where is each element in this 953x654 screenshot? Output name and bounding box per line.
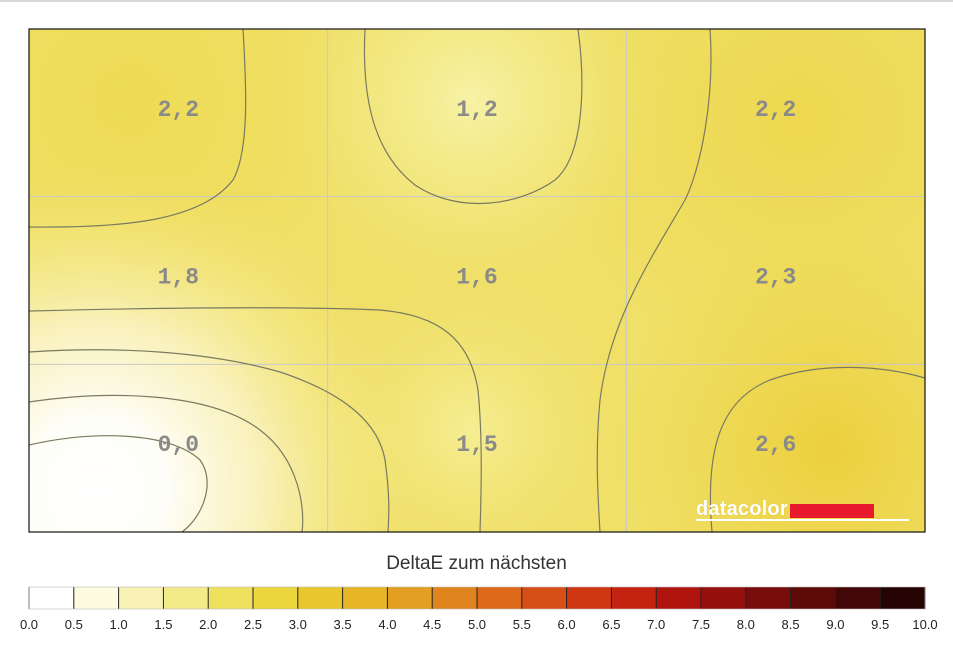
colorbar-swatch-16 xyxy=(745,587,792,609)
colorbar-tick-label-13: 6.5 xyxy=(602,617,621,632)
cell-value-r0-c2: 2,2 xyxy=(755,97,796,123)
logo-underline xyxy=(696,519,909,521)
cell-value-r1-c2: 2,3 xyxy=(755,265,796,291)
colorbar-tick-label-3: 1.5 xyxy=(154,617,173,632)
cell-value-r0-c0: 2,2 xyxy=(158,97,199,123)
contour-line-right xyxy=(596,29,712,532)
colorbar-tick-label-11: 5.5 xyxy=(512,617,531,632)
colorbar-tick-label-2: 1.0 xyxy=(109,617,128,632)
cell-value-r0-c1: 1,2 xyxy=(456,97,497,123)
colorbar-swatch-0 xyxy=(29,587,75,609)
top-divider xyxy=(0,0,953,2)
colorbar-swatch-2 xyxy=(118,587,164,609)
colorbar-swatch-14 xyxy=(656,587,702,609)
colorbar-swatch-15 xyxy=(701,587,747,609)
logo-text: datacolor xyxy=(696,497,788,520)
contour-line-bottom-left-outer xyxy=(29,349,390,532)
colorbar-tick-label-6: 3.0 xyxy=(288,617,307,632)
contour-line-bottom-right xyxy=(709,366,925,532)
cell-value-r2-c0: 0,0 xyxy=(158,432,199,458)
colorbar-tick-label-7: 3.5 xyxy=(333,617,352,632)
contour-line-bottom-left-mid xyxy=(29,394,304,532)
colorbar-swatch-8 xyxy=(387,587,433,609)
contour-line-top-left xyxy=(29,29,247,228)
cell-value-r2-c2: 2,6 xyxy=(755,432,796,458)
heatmap-shade-bottom-left xyxy=(29,29,925,532)
logo-red-bar xyxy=(789,504,874,518)
contour-line-center-lower xyxy=(29,307,482,532)
colorbar-swatch-3 xyxy=(163,587,209,609)
colorbar-tick-label-10: 5.0 xyxy=(467,617,487,632)
colorbar-swatch-9 xyxy=(432,587,478,609)
colorbar-tick-label-15: 7.5 xyxy=(691,617,711,632)
colorbar-tick-label-4: 2.0 xyxy=(199,617,218,632)
colorbar-tick-label-16: 8.0 xyxy=(736,617,755,632)
colorbar-tick-label-17: 8.5 xyxy=(781,617,800,632)
heatmap-cell-labels: 2,2 1,2 2,2 1,8 1,6 2,3 0,0 1,5 2,6 xyxy=(158,97,797,458)
datacolor-logo: datacolor xyxy=(696,497,874,521)
colorbar-swatch-13 xyxy=(611,587,657,609)
contour-line-top-center xyxy=(363,29,583,205)
colorbar-title: DeltaE zum nächsten xyxy=(386,553,567,574)
colorbar-swatch-10 xyxy=(477,587,523,609)
heatmap-frame xyxy=(28,28,926,533)
cell-value-r1-c1: 1,6 xyxy=(456,265,497,291)
heatmap-grid xyxy=(29,29,925,532)
colorbar-swatch-11 xyxy=(521,587,568,609)
colorbar-swatch-18 xyxy=(835,587,881,609)
colorbar-frame xyxy=(28,586,926,610)
colorbar-tick-label-8: 4.0 xyxy=(378,617,397,632)
colorbar-swatch-17 xyxy=(790,587,836,609)
cell-value-r1-c0: 1,8 xyxy=(158,265,199,291)
colorbar-swatch-5 xyxy=(253,587,299,609)
contour-lines xyxy=(29,29,925,532)
colorbar-swatch-12 xyxy=(566,587,612,609)
colorbar-tick-label-9: 4.5 xyxy=(423,617,442,632)
colorbar-tick-label-0: 0.0 xyxy=(19,617,39,632)
contour-line-bottom-left-inner xyxy=(29,435,208,532)
colorbar-tick-label-18: 9.0 xyxy=(826,617,845,632)
cell-value-r2-c1: 1,5 xyxy=(456,432,497,458)
colorbar-tick-label-19: 9.5 xyxy=(871,617,890,632)
colorbar-tick-label-1: 0.5 xyxy=(64,617,83,632)
colorbar-tick-label-14: 7.0 xyxy=(647,617,666,632)
colorbar xyxy=(28,587,926,609)
heatmap-plot-area: 2,2 1,2 2,2 1,8 1,6 2,3 0,0 1,5 2,6 xyxy=(29,29,925,532)
colorbar-tick-label-20: 10.0 xyxy=(912,617,938,632)
colorbar-tick-label-12: 6.0 xyxy=(557,617,576,632)
colorbar-swatch-7 xyxy=(342,587,388,609)
colorbar-swatch-6 xyxy=(297,587,344,609)
colorbar-swatch-1 xyxy=(73,587,120,609)
colorbar-swatch-19 xyxy=(880,587,926,609)
colorbar-tick-label-5: 2.5 xyxy=(243,617,263,632)
colorbar-swatch-4 xyxy=(208,587,254,609)
